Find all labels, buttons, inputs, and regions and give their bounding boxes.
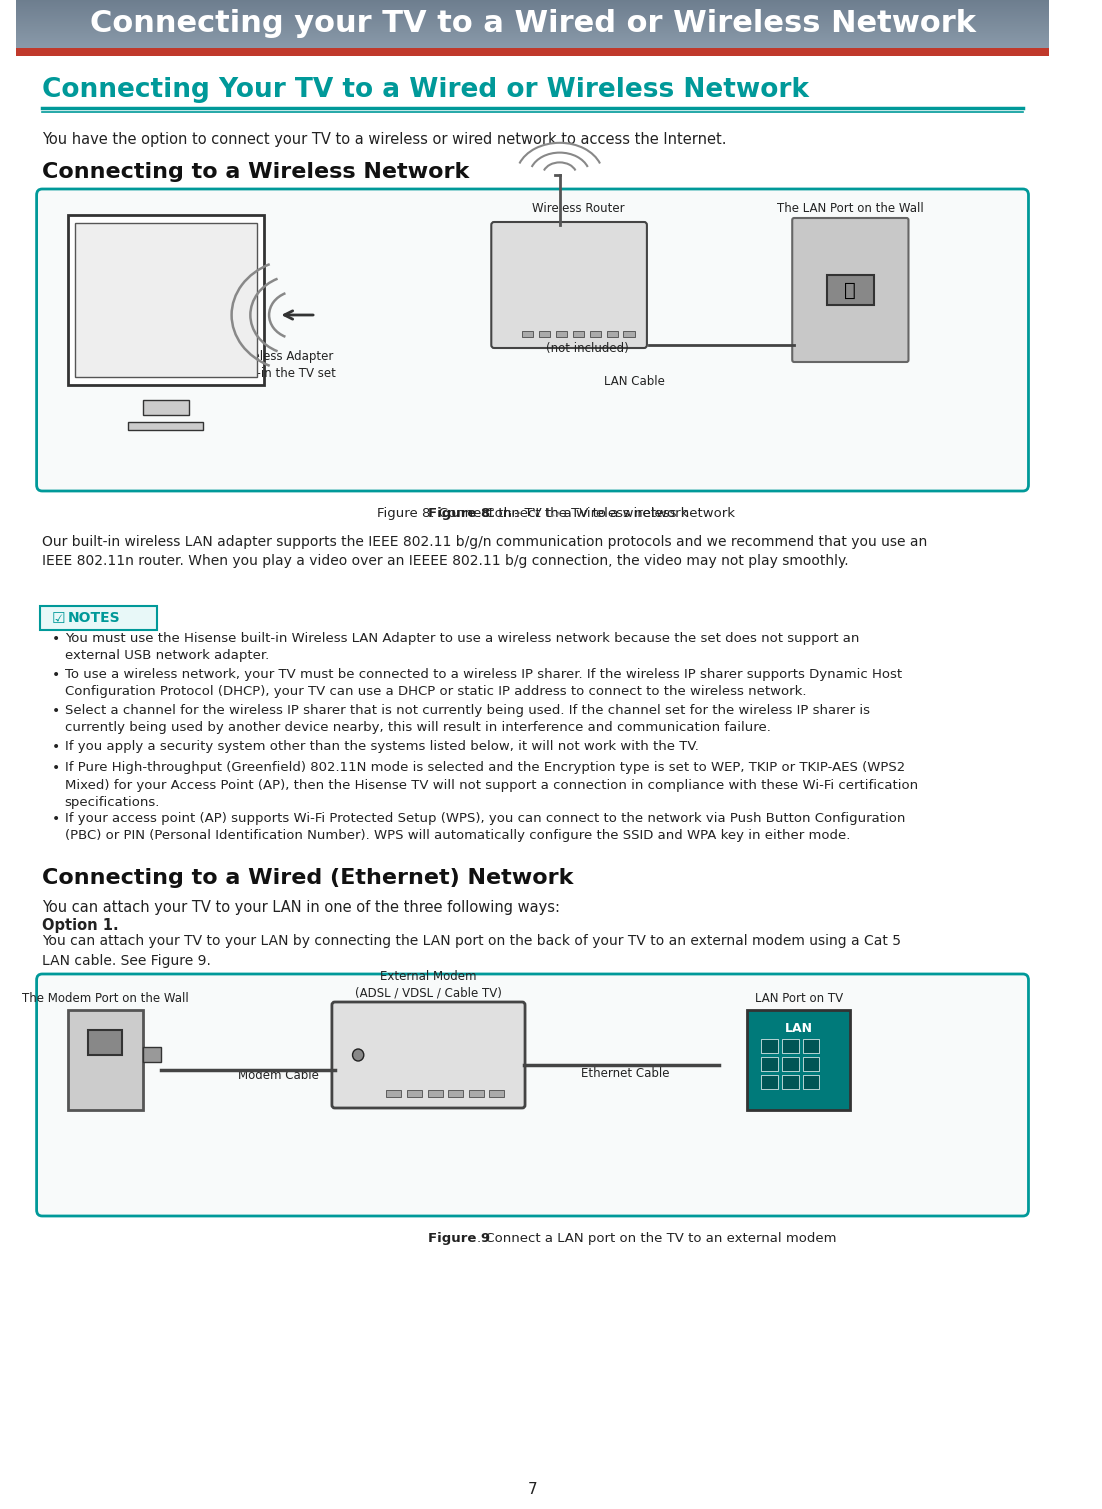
Bar bbox=[15, 48, 1049, 56]
Text: You have the option to connect your TV to a wireless or wired network to access : You have the option to connect your TV t… bbox=[42, 131, 726, 146]
Bar bbox=[129, 423, 204, 430]
Text: LAN Port on TV: LAN Port on TV bbox=[755, 991, 843, 1005]
Text: Connecting to a Wireless Network: Connecting to a Wireless Network bbox=[42, 161, 469, 183]
Text: Connecting Your TV to a Wired or Wireless Network: Connecting Your TV to a Wired or Wireles… bbox=[42, 77, 809, 103]
Text: You must use the Hisense built-in Wireless LAN Adapter to use a wireless network: You must use the Hisense built-in Wirele… bbox=[65, 632, 860, 662]
Bar bbox=[142, 1047, 161, 1062]
Bar bbox=[142, 400, 190, 415]
Text: LAN: LAN bbox=[785, 1022, 813, 1035]
Text: . Connect the TV to a wireless network: . Connect the TV to a wireless network bbox=[477, 507, 735, 521]
Text: Modem Cable: Modem Cable bbox=[238, 1068, 318, 1082]
Text: External Modem
(ADSL / VDSL / Cable TV): External Modem (ADSL / VDSL / Cable TV) bbox=[355, 970, 501, 1000]
Text: 7: 7 bbox=[528, 1482, 538, 1497]
FancyBboxPatch shape bbox=[36, 189, 1028, 490]
Bar bbox=[761, 1040, 778, 1053]
Text: If you apply a security system other than the systems listed below, it will not : If you apply a security system other tha… bbox=[65, 739, 699, 753]
Bar bbox=[782, 1074, 799, 1089]
Bar bbox=[761, 1056, 778, 1071]
Text: Our built-in wireless LAN adapter supports the IEEE 802.11 b/g/n communication p: Our built-in wireless LAN adapter suppor… bbox=[42, 536, 928, 569]
Bar bbox=[489, 1089, 505, 1097]
Text: If your access point (AP) supports Wi-Fi Protected Setup (WPS), you can connect : If your access point (AP) supports Wi-Fi… bbox=[65, 812, 905, 842]
Text: 🔌: 🔌 bbox=[844, 281, 856, 299]
Bar bbox=[428, 1089, 443, 1097]
Text: •: • bbox=[52, 632, 60, 646]
Bar bbox=[624, 330, 635, 337]
Text: You can attach your TV to your LAN by connecting the LAN port on the back of you: You can attach your TV to your LAN by co… bbox=[42, 934, 901, 967]
Bar bbox=[802, 1056, 820, 1071]
Text: Figure 8: Figure 8 bbox=[429, 507, 490, 521]
Text: Option 1.: Option 1. bbox=[42, 917, 119, 933]
Text: . Connect a LAN port on the TV to an external modem: . Connect a LAN port on the TV to an ext… bbox=[477, 1231, 836, 1245]
Bar bbox=[387, 1089, 401, 1097]
Text: Select a channel for the wireless IP sharer that is not currently being used. If: Select a channel for the wireless IP sha… bbox=[65, 705, 869, 735]
Bar bbox=[557, 330, 568, 337]
Bar bbox=[747, 1010, 851, 1111]
FancyBboxPatch shape bbox=[15, 0, 1049, 48]
Text: Ethernet Cable: Ethernet Cable bbox=[581, 1067, 670, 1080]
Bar bbox=[88, 1031, 122, 1055]
Text: ☑: ☑ bbox=[52, 611, 65, 626]
Text: •: • bbox=[52, 761, 60, 776]
Text: The LAN Port on the Wall: The LAN Port on the Wall bbox=[777, 202, 923, 214]
Circle shape bbox=[353, 1049, 364, 1061]
Text: Connecting to a Wired (Ethernet) Network: Connecting to a Wired (Ethernet) Network bbox=[42, 868, 574, 887]
Text: Figure 8. Connect the TV to a wireless network: Figure 8. Connect the TV to a wireless n… bbox=[377, 507, 689, 521]
Bar bbox=[606, 330, 618, 337]
FancyBboxPatch shape bbox=[332, 1002, 525, 1108]
Bar bbox=[826, 275, 874, 305]
Bar bbox=[67, 1010, 142, 1111]
FancyArrowPatch shape bbox=[284, 311, 313, 320]
Text: Wireless Router: Wireless Router bbox=[532, 202, 625, 214]
FancyBboxPatch shape bbox=[792, 217, 908, 362]
Text: •: • bbox=[52, 705, 60, 718]
Bar bbox=[590, 330, 601, 337]
Text: NOTES: NOTES bbox=[67, 611, 120, 625]
Bar bbox=[75, 223, 257, 377]
FancyBboxPatch shape bbox=[491, 222, 647, 349]
FancyBboxPatch shape bbox=[36, 973, 1028, 1216]
Bar bbox=[539, 330, 550, 337]
Text: The Modem Port on the Wall: The Modem Port on the Wall bbox=[22, 991, 188, 1005]
Bar bbox=[761, 1074, 778, 1089]
Text: Figure 8: Figure 8 bbox=[506, 507, 559, 521]
Bar bbox=[802, 1074, 820, 1089]
Bar bbox=[573, 330, 584, 337]
Bar bbox=[782, 1040, 799, 1053]
Text: Wireless Adapter
built-in the TV set: Wireless Adapter built-in the TV set bbox=[230, 350, 336, 380]
Text: LAN Cable: LAN Cable bbox=[604, 376, 666, 388]
Bar bbox=[782, 1056, 799, 1071]
Bar bbox=[449, 1089, 463, 1097]
FancyBboxPatch shape bbox=[41, 607, 156, 629]
Text: If Pure High-throughput (Greenfield) 802.11N mode is selected and the Encryption: If Pure High-throughput (Greenfield) 802… bbox=[65, 761, 918, 809]
Bar bbox=[67, 214, 264, 385]
Text: Connecting your TV to a Wired or Wireless Network: Connecting your TV to a Wired or Wireles… bbox=[89, 9, 975, 39]
Text: •: • bbox=[52, 812, 60, 825]
Text: To use a wireless network, your TV must be connected to a wireless IP sharer. If: To use a wireless network, your TV must … bbox=[65, 668, 901, 699]
Bar bbox=[522, 330, 533, 337]
Text: •: • bbox=[52, 739, 60, 754]
Text: (not included): (not included) bbox=[547, 343, 629, 355]
Bar bbox=[802, 1040, 820, 1053]
Bar bbox=[407, 1089, 422, 1097]
Text: •: • bbox=[52, 668, 60, 682]
Text: Figure 9: Figure 9 bbox=[429, 1231, 490, 1245]
Bar bbox=[468, 1089, 484, 1097]
Text: You can attach your TV to your LAN in one of the three following ways:: You can attach your TV to your LAN in on… bbox=[42, 899, 560, 914]
